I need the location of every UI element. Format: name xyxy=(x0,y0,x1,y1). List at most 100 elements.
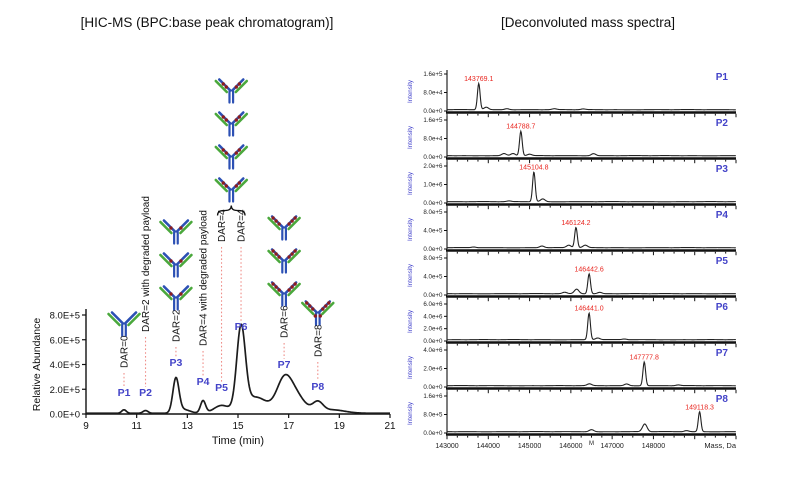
payload-dot xyxy=(277,222,281,226)
mass-axis-tick-label: 143000 xyxy=(435,443,458,450)
peak-label-P7: P7 xyxy=(278,359,291,371)
intensity-tick-label: 4.0e+5 xyxy=(423,228,443,235)
spectrum-panel-P5: 0.0e+0 4.0e+5 8.0e+5 Intensity 146442.6 P5 xyxy=(407,254,737,302)
intensity-tick-label: 1.0e+6 xyxy=(423,182,443,189)
intensity-axis-title: Intensity xyxy=(407,79,414,103)
antibody-icon-P3-3 xyxy=(159,219,193,245)
payload-dot xyxy=(234,184,238,188)
payload-dot xyxy=(224,118,228,122)
payload-dot xyxy=(287,288,291,292)
spectrum-panel-P7: 0.0e+0 2.0e+6 4.0e+6 Intensity 147777.8 P7 xyxy=(407,346,737,394)
antibody-icon-bracket-2 xyxy=(214,144,249,170)
payload-dot xyxy=(293,249,297,253)
intensity-axis-title: Intensity xyxy=(407,401,414,425)
intensity-axis-title: Intensity xyxy=(407,171,414,195)
intensity-tick-label: 0.0e+0 xyxy=(423,384,443,391)
payload-dot xyxy=(221,82,225,86)
peak-label-P1: P1 xyxy=(118,387,131,399)
antibody-icon-bracket-1 xyxy=(214,177,249,203)
heavy-chain-right xyxy=(230,144,245,158)
payload-dot xyxy=(327,301,331,305)
peak-label-P5: P5 xyxy=(215,382,228,394)
light-chain-left xyxy=(159,220,173,235)
spectrum-trace-P7 xyxy=(446,360,736,387)
time-axis-tick-label: 13 xyxy=(182,421,194,432)
spectrum-panel-label-P1: P1 xyxy=(716,72,729,83)
spectrum-trace-P8 xyxy=(446,410,736,433)
mass-axis-tick-label: 147000 xyxy=(600,443,623,450)
payload-dot xyxy=(221,148,225,152)
payload-dot xyxy=(324,304,328,308)
payload-dot xyxy=(179,259,183,263)
intensity-tick-label: 6.0e+6 xyxy=(423,301,443,308)
spectrum-trace-P6 xyxy=(447,311,736,341)
peak-label-P6: P6 xyxy=(235,321,248,333)
dar-label-P2: DAR=2 with degraded payload xyxy=(141,196,152,332)
light-chain-right xyxy=(287,282,301,297)
spectrum-trace-P1 xyxy=(446,81,736,111)
abundance-axis-tick-label: 8.0E+5 xyxy=(50,311,80,322)
intensity-tick-label: 0.0e+0 xyxy=(423,338,443,345)
intensity-tick-label: 0.0e+0 xyxy=(423,246,443,253)
spectrum-panel-label-P3: P3 xyxy=(716,164,729,175)
heavy-chain-right xyxy=(175,219,190,233)
mass-label-P3: 145104.8 xyxy=(519,164,548,171)
payload-dot xyxy=(221,115,225,119)
peak-label-P3: P3 xyxy=(170,357,183,369)
light-chain-right xyxy=(234,79,249,94)
time-axis-tick-label: 19 xyxy=(334,421,346,432)
intensity-axis-title: Intensity xyxy=(407,309,414,333)
light-chain-right xyxy=(287,216,301,231)
intensity-tick-label: 2.0e+6 xyxy=(423,163,443,170)
payload-dot xyxy=(293,282,297,286)
intensity-tick-label: 2.0e+6 xyxy=(423,326,443,333)
heavy-chain-left xyxy=(217,144,232,158)
intensity-axis-title: Intensity xyxy=(407,217,414,241)
intensity-tick-label: 8.0e+4 xyxy=(423,90,443,97)
peak-label-P4: P4 xyxy=(197,376,210,388)
heavy-chain-left xyxy=(162,285,177,299)
intensity-axis-title: Intensity xyxy=(407,125,414,149)
intensity-axis-title: Intensity xyxy=(407,263,414,287)
light-chain-right xyxy=(320,301,335,316)
time-axis-tick-label: 17 xyxy=(283,421,295,432)
light-chain-left xyxy=(267,216,281,231)
peak-label-P2: P2 xyxy=(139,387,152,399)
payload-dot xyxy=(274,219,278,223)
intensity-tick-label: 1.6e+6 xyxy=(423,393,443,400)
dar4-bracket xyxy=(216,205,246,216)
mass-label-P4: 146124.2 xyxy=(561,220,590,227)
spectrum-trace-P3 xyxy=(447,171,736,203)
spectrum-panel-label-P5: P5 xyxy=(716,256,729,267)
time-axis-tick-label: 11 xyxy=(131,421,142,432)
payload-dot xyxy=(277,255,281,259)
payload-dot xyxy=(237,181,241,185)
spectrum-panel-label-P4: P4 xyxy=(716,210,729,221)
intensity-tick-label: 8.0e+5 xyxy=(423,209,443,216)
light-chain-left xyxy=(159,253,173,268)
antibody-icon-P8-1 xyxy=(300,300,335,326)
heavy-chain-left xyxy=(110,311,125,325)
payload-dot xyxy=(179,292,183,296)
intensity-tick-label: 8.0e+5 xyxy=(423,412,443,419)
heavy-chain-left xyxy=(217,177,232,191)
light-chain-right xyxy=(234,112,249,127)
payload-dot xyxy=(224,184,228,188)
intensity-tick-label: 8.0e+4 xyxy=(423,136,443,143)
light-chain-left xyxy=(214,112,229,127)
payload-dot xyxy=(224,85,228,89)
intensity-tick-label: 2.0e+6 xyxy=(423,366,443,373)
antibody-icon-P7-1 xyxy=(267,281,301,307)
payload-dot xyxy=(179,226,183,230)
payload-dot xyxy=(169,259,173,263)
spectrum-panel-label-P8: P8 xyxy=(716,394,729,405)
light-chain-left xyxy=(214,145,229,160)
time-axis-tick-label: 15 xyxy=(232,421,244,432)
light-chain-right xyxy=(287,249,301,264)
payload-dot xyxy=(308,304,312,308)
right-panel-title: [Deconvoluted mass spectra] xyxy=(500,15,676,30)
payload-dot xyxy=(274,252,278,256)
heavy-chain-right xyxy=(175,252,190,266)
intensity-tick-label: 1.6e+5 xyxy=(423,117,443,124)
abundance-axis-tick-label: 4.0E+5 xyxy=(50,360,80,371)
